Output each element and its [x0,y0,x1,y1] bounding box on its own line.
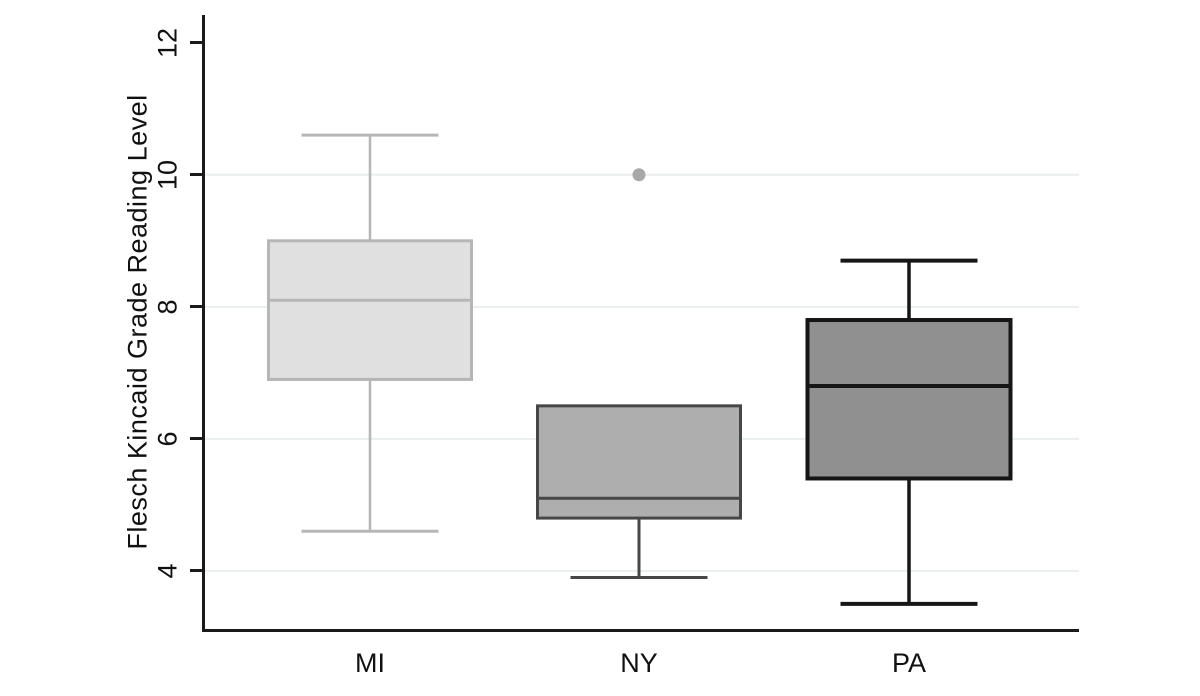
box-MI [267,239,473,381]
y-tick-mark-6 [190,437,202,441]
y-tick-mark-10 [190,173,202,177]
outlier-dot-NY [632,168,646,182]
boxplot-canvas [205,133,1079,606]
x-category-label-PA: PA [891,648,927,678]
y-tick-label-8: 8 [152,299,183,315]
y-tick-label-12: 12 [152,27,183,58]
y-axis-title: Flesch Kincaid Grade Reading Level [122,94,153,550]
plot-area [202,15,1079,632]
box-PA [805,318,1013,481]
y-tick-mark-8 [190,305,202,309]
x-category-label-MI: MI [355,648,385,678]
y-tick-label-10: 10 [152,159,183,190]
y-tick-label-6: 6 [152,431,183,447]
box-NY [536,404,742,520]
y-tick-mark-12 [190,41,202,45]
x-category-label-NY: NY [620,648,658,678]
y-tick-label-4: 4 [152,563,183,579]
y-tick-mark-4 [190,569,202,573]
